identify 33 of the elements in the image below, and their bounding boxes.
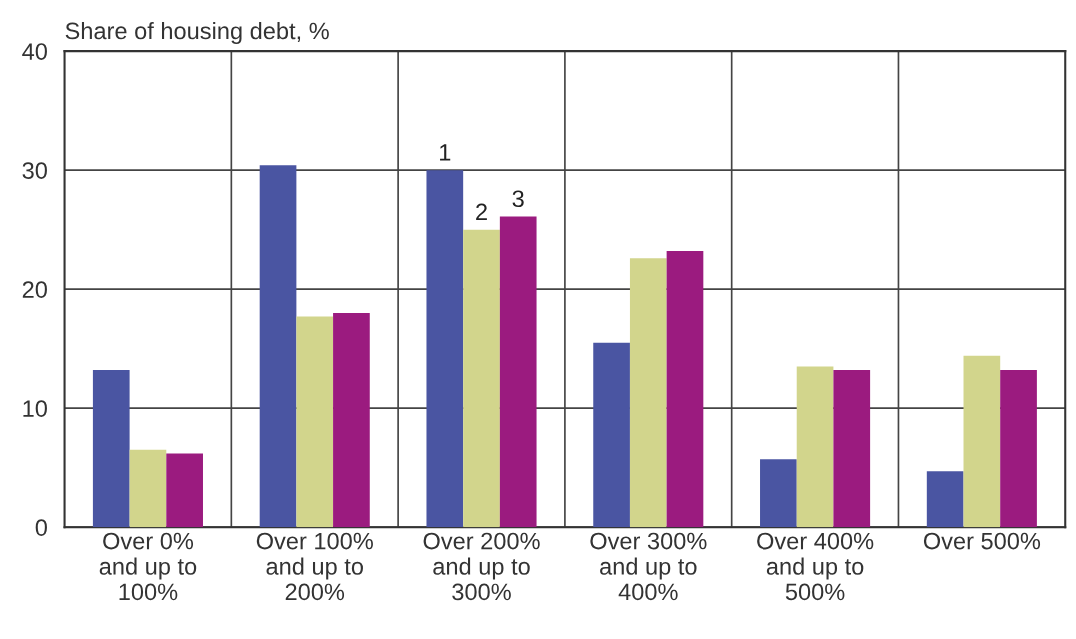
bar [926,471,964,528]
y-tick-label: 40 [22,43,47,60]
bar [593,342,630,528]
bar [463,229,500,528]
bar [333,312,370,528]
y-tick-label: 20 [22,281,47,298]
bar [760,459,797,528]
bar [259,165,297,528]
y-axis-title: Share of housing debt, % [65,21,329,44]
bar [1000,370,1037,528]
x-tick-label: Over 100% and up to 200% [256,532,373,601]
bar [166,453,203,528]
bar [426,170,464,528]
bar [666,251,704,528]
bar [796,366,834,528]
bar [92,370,130,528]
y-tick-label: 0 [35,519,47,536]
bar [296,316,334,528]
series-label: 1 [440,144,451,161]
series-label: 3 [512,190,524,208]
bar [129,449,167,528]
bar [629,258,667,528]
bar [499,216,537,528]
bar [833,370,871,528]
y-tick-label: 10 [23,400,47,417]
x-tick-label: Over 500% [923,532,1041,550]
x-tick-label: Over 0% and up to 100% [99,532,197,601]
x-tick-label: Over 200% and up to 300% [423,532,540,601]
series-label: 2 [476,203,487,220]
y-tick-label: 30 [22,162,47,179]
bar [963,355,1001,528]
x-tick-label: Over 300% and up to 400% [590,532,707,601]
x-tick-label: Over 400% and up to 500% [757,532,874,601]
